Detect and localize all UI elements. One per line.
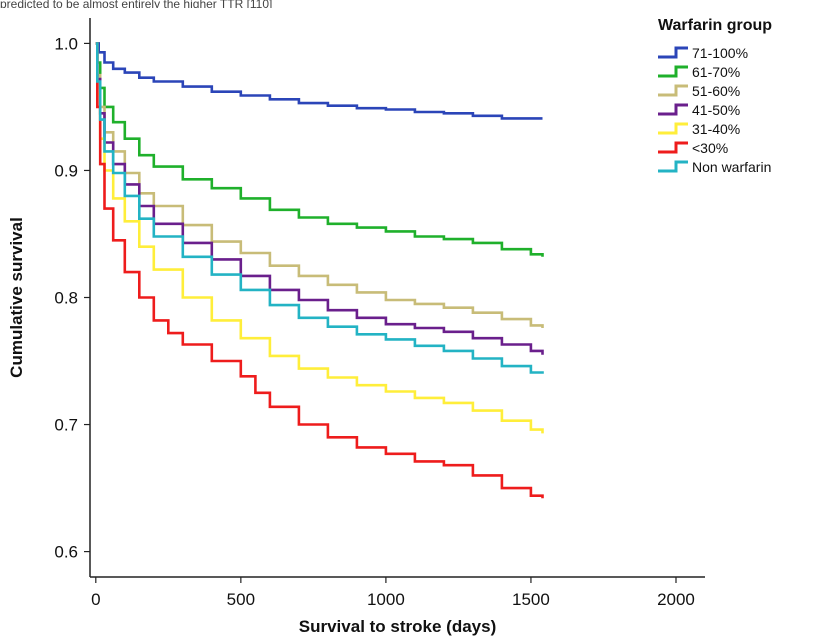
x-axis-title: Survival to stroke (days) <box>299 617 496 636</box>
legend-swatch <box>658 103 688 116</box>
legend-label: 51-60% <box>692 83 740 99</box>
plot-lines <box>95 42 544 499</box>
y-axis-title: Cumulative survival <box>7 217 26 378</box>
legend-swatch <box>658 160 688 173</box>
legend-label: 31-40% <box>692 121 740 137</box>
x-tick-label: 1500 <box>512 590 550 609</box>
legend-swatch <box>658 65 688 78</box>
series-line <box>95 42 544 355</box>
legend-label: 61-70% <box>692 64 740 80</box>
x-tick-label: 0 <box>91 590 100 609</box>
legend-label: <30% <box>692 140 728 156</box>
series-line <box>95 42 543 120</box>
figure-caption-fragment: predicted to be almost entirely the high… <box>0 0 273 8</box>
series-line <box>95 42 544 257</box>
x-tick-label: 1000 <box>367 590 405 609</box>
y-tick-label: 0.6 <box>54 543 78 562</box>
y-tick-label: 0.9 <box>54 161 78 180</box>
y-tick-label: 1.0 <box>54 34 78 53</box>
legend-swatch <box>658 46 688 59</box>
x-tick-label: 500 <box>227 590 255 609</box>
legend-label: 41-50% <box>692 102 740 118</box>
legend-swatch <box>658 122 688 135</box>
legend-swatch <box>658 84 688 97</box>
y-tick-label: 0.7 <box>54 416 78 435</box>
legend-title: Warfarin group <box>658 17 772 34</box>
series-line <box>95 42 544 328</box>
series-line <box>95 42 544 374</box>
ticks: 0 500 1000 1500 2000 0.6 0.7 0.8 0.9 1.0 <box>54 34 695 609</box>
legend: Warfarin group 71-100% 61-70% 51-60% 41-50%… <box>658 17 772 175</box>
series-line <box>95 42 544 499</box>
x-tick-label: 2000 <box>657 590 695 609</box>
legend-label: Non warfarin <box>692 159 771 175</box>
legend-swatch <box>658 141 688 154</box>
legend-label: 71-100% <box>692 45 748 61</box>
y-tick-label: 0.8 <box>54 289 78 308</box>
